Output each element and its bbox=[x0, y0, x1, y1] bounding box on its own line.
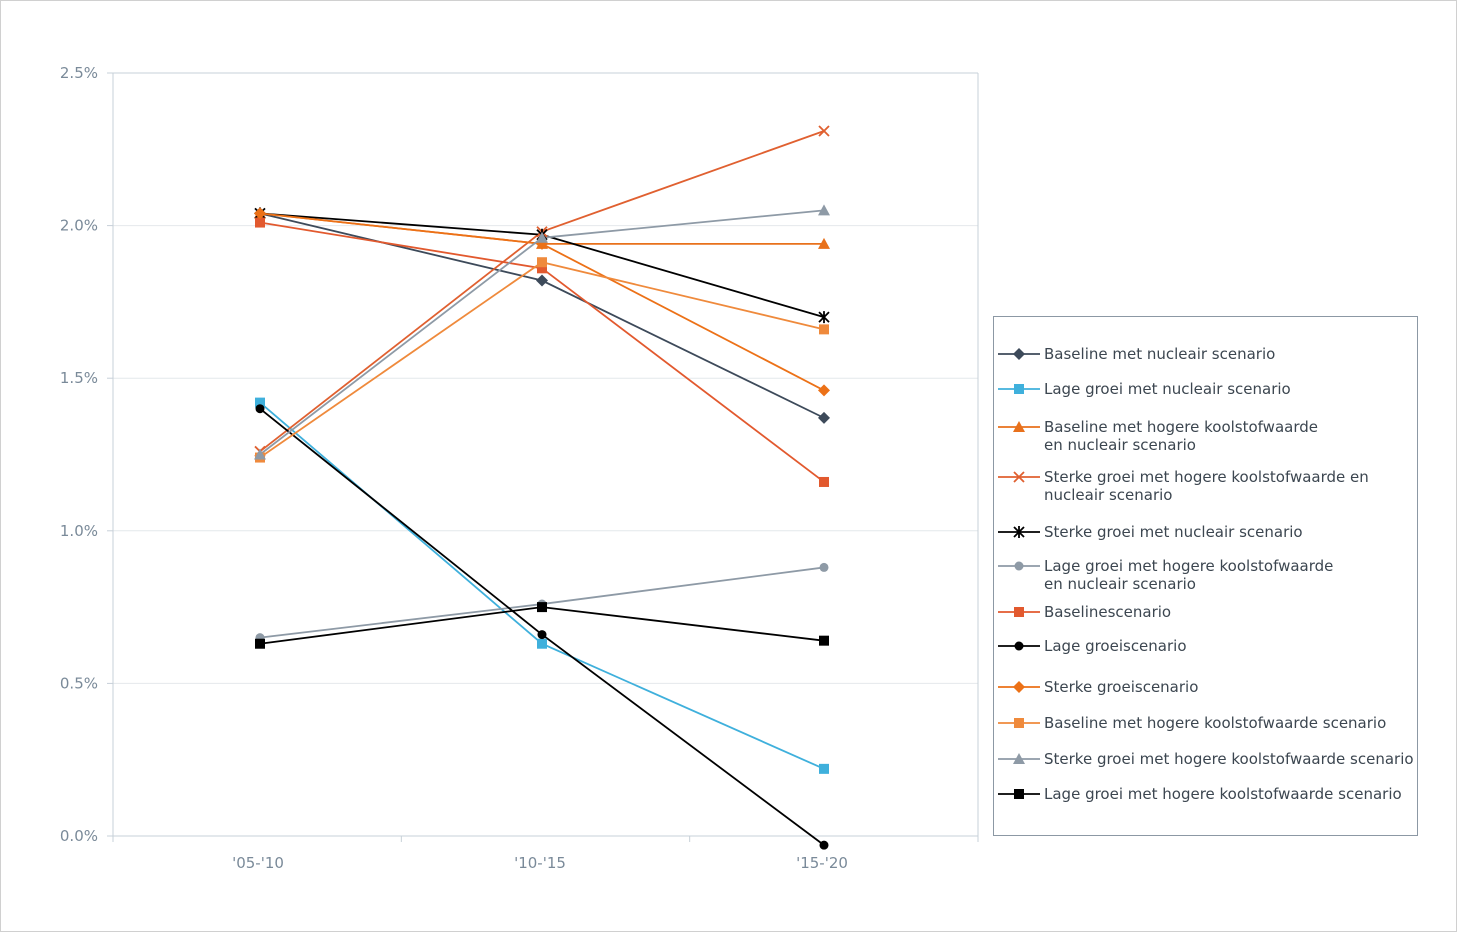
data-point-s2-1 bbox=[255, 397, 265, 408]
legend-label: Lage groei met nucleair scenario bbox=[1044, 380, 1291, 398]
legend-swatch-marker bbox=[1013, 348, 1025, 360]
y-tick-label: 0.0% bbox=[60, 827, 98, 845]
legend-swatch-marker bbox=[1014, 641, 1024, 651]
legend-label: Baseline met nucleair scenario bbox=[1044, 345, 1276, 363]
x-tick-label: '05-'10 bbox=[232, 854, 284, 872]
legend: Baseline met nucleair scenario Lage groei… bbox=[993, 316, 1418, 836]
legend-swatch-icon bbox=[998, 641, 1040, 651]
data-point-s11-3 bbox=[818, 204, 830, 216]
data-point-s11-2 bbox=[536, 231, 548, 243]
legend-swatch-icon bbox=[998, 384, 1040, 394]
series-line-4 bbox=[259, 130, 825, 453]
data-point-s7-2 bbox=[537, 263, 547, 274]
data-point-s4-3 bbox=[818, 125, 830, 137]
legend-label: Baseline met hogere koolstofwaarde scena… bbox=[1044, 714, 1387, 732]
data-point-s12-2 bbox=[537, 602, 547, 613]
legend-swatch-marker bbox=[1013, 526, 1025, 538]
y-tick-label: 0.5% bbox=[60, 674, 98, 692]
legend-label: Sterke groei met hogere koolstofwaarde e… bbox=[1044, 468, 1369, 504]
legend-label: Lage groeiscenario bbox=[1044, 637, 1187, 655]
data-point-s12-3 bbox=[819, 635, 829, 646]
legend-swatch-marker bbox=[1014, 384, 1024, 394]
legend-swatch-icon bbox=[998, 561, 1040, 571]
legend-label: Sterke groeiscenario bbox=[1044, 678, 1199, 696]
data-point-s1-3 bbox=[818, 411, 830, 424]
y-tick-label: 2.0% bbox=[60, 217, 98, 235]
legend-swatch-icon bbox=[998, 681, 1040, 693]
legend-swatch-marker bbox=[1014, 561, 1024, 571]
data-point-s9-3 bbox=[818, 384, 830, 397]
data-point-s6-3 bbox=[819, 562, 829, 572]
legend-swatch-marker bbox=[1014, 718, 1024, 728]
data-point-s8-2 bbox=[537, 630, 547, 640]
legend-swatch-icon bbox=[998, 753, 1040, 764]
legend-swatch-marker bbox=[1013, 421, 1025, 432]
data-point-s10-2 bbox=[537, 257, 547, 268]
legend-swatch-icon bbox=[998, 526, 1040, 538]
data-point-s7-1 bbox=[255, 217, 265, 228]
y-tick-label: 2.5% bbox=[60, 64, 98, 82]
legend-label: Sterke groei met hogere koolstofwaarde s… bbox=[1044, 750, 1414, 768]
data-point-s10-3 bbox=[819, 324, 829, 335]
data-point-s12-1 bbox=[255, 638, 265, 649]
legend-swatch-marker bbox=[1013, 753, 1025, 764]
legend-swatch-icon bbox=[998, 607, 1040, 617]
series-markers bbox=[254, 125, 830, 850]
legend-swatch-icon bbox=[998, 471, 1040, 483]
data-point-s3-3 bbox=[818, 237, 830, 249]
y-tick-label: 1.5% bbox=[60, 369, 98, 387]
data-point-s9-1 bbox=[254, 207, 266, 220]
legend-label: Lage groei met hogere koolstofwaarde en n… bbox=[1044, 557, 1334, 593]
data-point-s2-3 bbox=[819, 763, 829, 774]
legend-swatch-icon bbox=[998, 421, 1040, 432]
legend-label: Baselinescenario bbox=[1044, 603, 1172, 621]
data-point-s7-3 bbox=[819, 476, 829, 487]
data-point-s11-1 bbox=[254, 448, 266, 460]
legend-swatch-icon bbox=[998, 789, 1040, 799]
gridlines bbox=[113, 72, 978, 684]
data-point-s5-3 bbox=[818, 311, 830, 324]
y-tick-label: 1.0% bbox=[60, 522, 98, 540]
legend-label: Lage groei met hogere koolstofwaarde sce… bbox=[1044, 785, 1402, 803]
x-tick-label: '15-'20 bbox=[796, 854, 848, 872]
legend-label: Baseline met hogere koolstofwaarde en nuc… bbox=[1044, 418, 1318, 454]
legend-swatch-marker bbox=[1013, 681, 1025, 693]
legend-swatch-marker bbox=[1013, 471, 1025, 483]
series-line-2 bbox=[259, 401, 825, 770]
data-point-s8-3 bbox=[819, 840, 829, 850]
legend-swatch-marker bbox=[1014, 789, 1024, 799]
legend-label: Sterke groei met nucleair scenario bbox=[1044, 523, 1303, 541]
data-point-s8-1 bbox=[255, 404, 265, 414]
legend-swatch-icon bbox=[998, 348, 1040, 360]
legend-swatch-marker bbox=[1014, 607, 1024, 617]
x-tick-label: '10-'15 bbox=[514, 854, 566, 872]
data-point-s1-2 bbox=[536, 274, 548, 287]
legend-swatch-icon bbox=[998, 718, 1040, 728]
axes: 0.0% 0.5% 1.0% 1.5% 2.0% 2.5% '05-'10 '10-'15 '1… bbox=[60, 64, 979, 872]
data-point-s2-2 bbox=[537, 638, 547, 649]
